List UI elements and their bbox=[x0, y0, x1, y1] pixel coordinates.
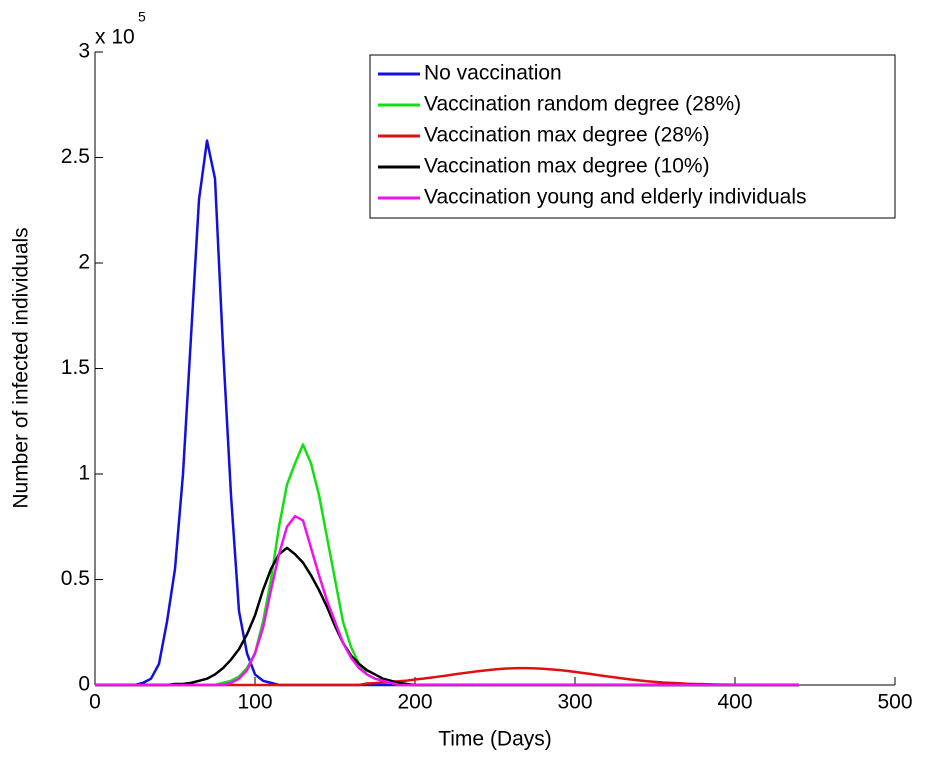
y-tick-label: 3 bbox=[78, 40, 90, 63]
series-line bbox=[95, 514, 799, 687]
y-axis-label: Number of infected individuals bbox=[10, 227, 33, 508]
x-tick-label: 300 bbox=[557, 691, 592, 714]
legend-label: Vaccination young and elderly individual… bbox=[424, 186, 807, 209]
x-tick-label: 100 bbox=[237, 691, 272, 714]
y-tick-label: 2.5 bbox=[61, 145, 90, 168]
legend-box bbox=[369, 54, 896, 219]
series-line bbox=[95, 443, 799, 687]
legend-label: Vaccination max degree (28%) bbox=[424, 124, 710, 147]
series-line bbox=[95, 546, 799, 687]
legend-label: No vaccination bbox=[424, 62, 562, 85]
x-tick-label: 500 bbox=[877, 691, 912, 714]
x-tick-label: 0 bbox=[89, 691, 101, 714]
legend-label: Vaccination max degree (10%) bbox=[424, 155, 710, 178]
series-line bbox=[95, 666, 799, 687]
y-tick-label: 1 bbox=[78, 462, 90, 485]
x-tick-label: 400 bbox=[717, 691, 752, 714]
legend-label: Vaccination random degree (28%) bbox=[424, 93, 741, 116]
y-tick-label: 0 bbox=[78, 673, 90, 696]
y-tick-label: 0.5 bbox=[61, 567, 90, 590]
y-multiplier-exponent: 5 bbox=[138, 9, 146, 25]
y-multiplier: x 10 bbox=[95, 26, 135, 49]
series-line bbox=[95, 139, 799, 687]
x-axis-label: Time (Days) bbox=[438, 728, 552, 751]
y-tick-label: 1.5 bbox=[61, 356, 90, 379]
x-tick-label: 200 bbox=[397, 691, 432, 714]
y-tick-label: 2 bbox=[78, 251, 90, 274]
